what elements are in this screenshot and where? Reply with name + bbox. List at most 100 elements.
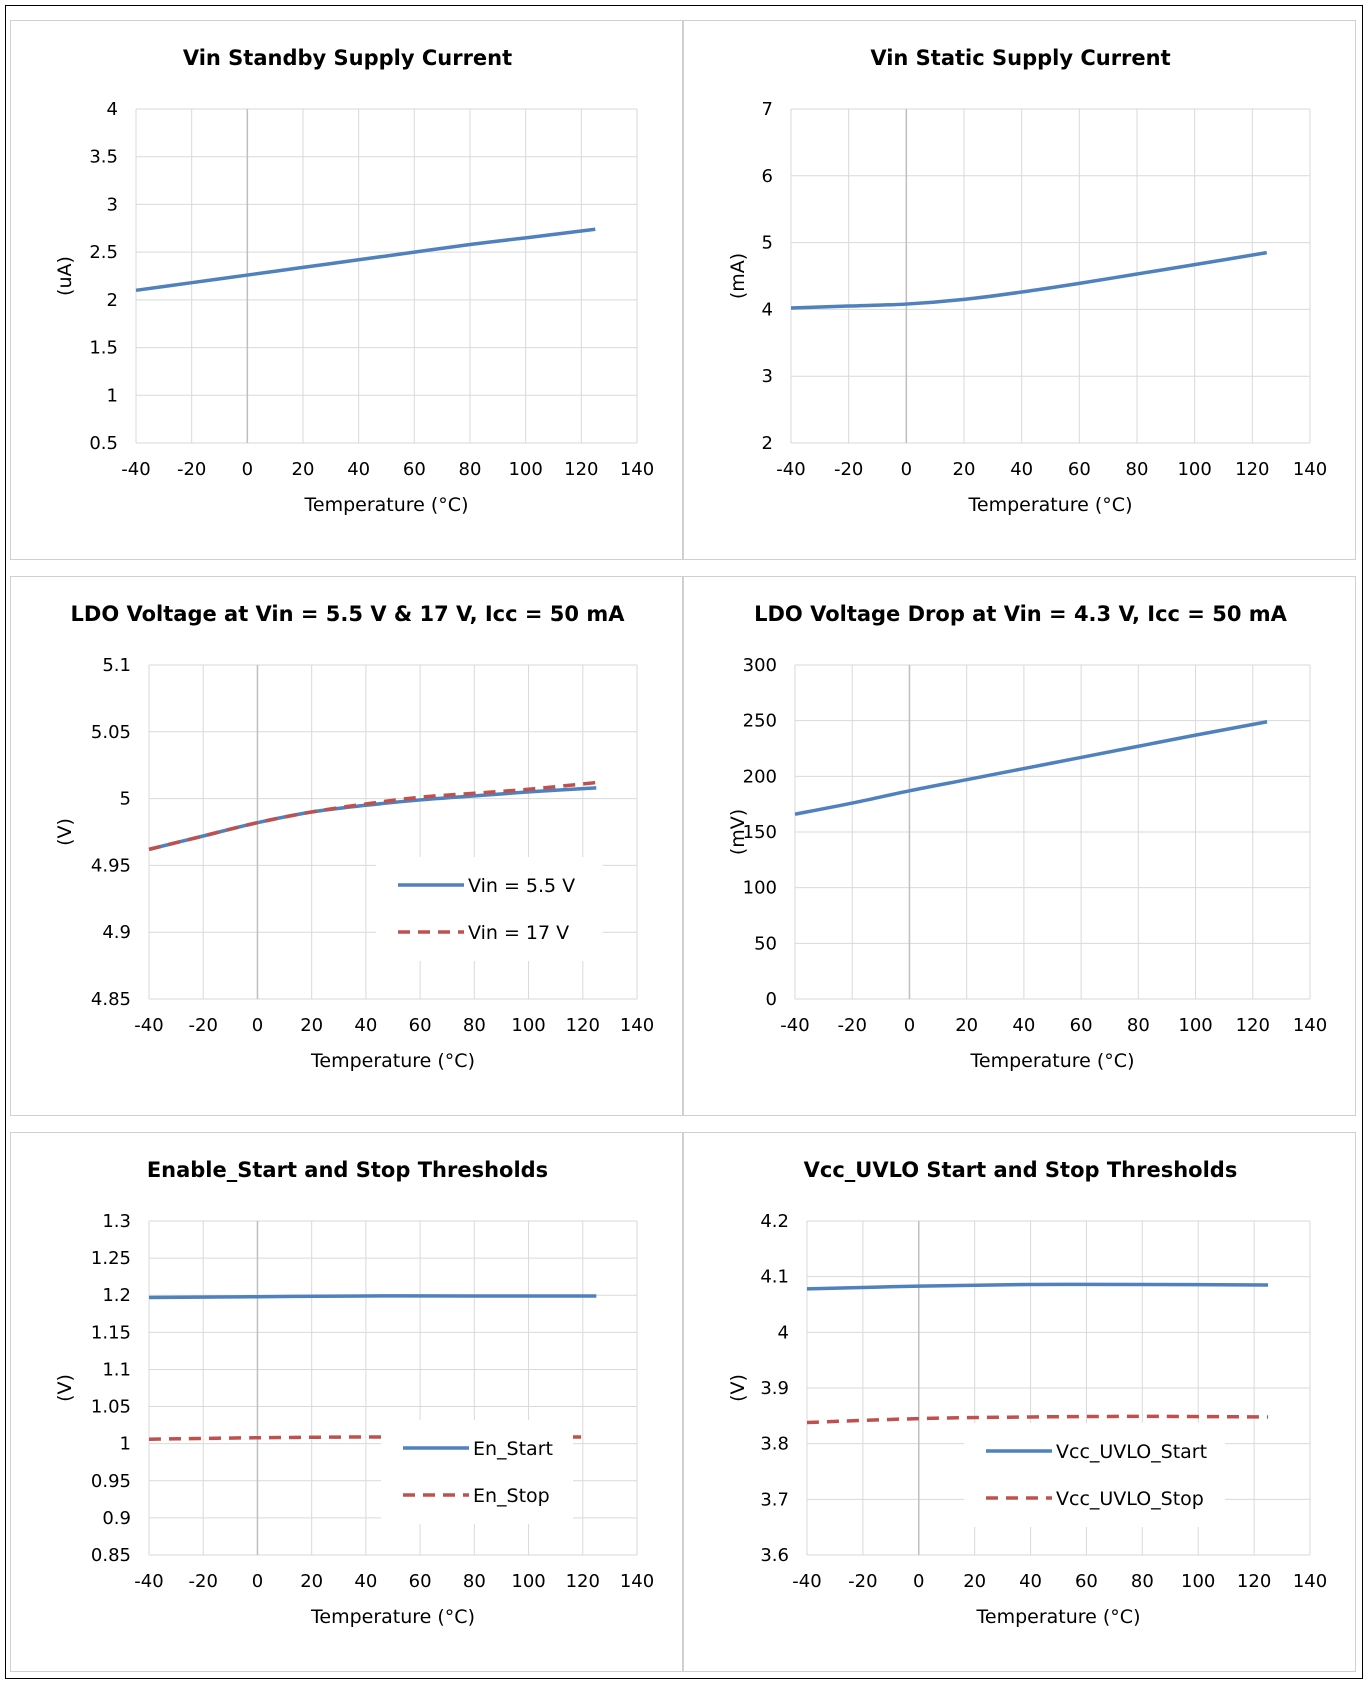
x-tick-label: 100	[1181, 1571, 1215, 1592]
y-tick-label: 3.5	[89, 147, 118, 168]
x-tick-label: 0	[252, 1015, 263, 1036]
y-tick-label: 150	[743, 822, 777, 843]
y-tick-label: 0.95	[91, 1471, 131, 1492]
x-tick-label: 60	[403, 459, 426, 480]
legend-label: Vin = 5.5 V	[468, 875, 575, 897]
x-axis-label: Temperature (°C)	[970, 1050, 1135, 1072]
x-tick-label: 100	[511, 1571, 545, 1592]
x-tick-label: -40	[780, 1015, 809, 1036]
x-tick-label: -40	[792, 1571, 821, 1592]
x-tick-label: 40	[354, 1015, 377, 1036]
x-tick-label: 20	[955, 1015, 978, 1036]
chart-panel-ldo-voltage-drop: LDO Voltage Drop at Vin = 4.3 V, Icc = 5…	[683, 576, 1356, 1116]
x-tick-label: 80	[459, 459, 482, 480]
x-tick-label: 120	[566, 1015, 600, 1036]
chart-svg: Vcc_UVLO Start and Stop Thresholds -40 -20…	[727, 1158, 1327, 1628]
figure-frame	[5, 5, 1363, 1679]
chart-title: Vin Standby Supply Current	[183, 46, 512, 70]
x-axis-label: Temperature (°C)	[310, 1050, 475, 1072]
y-tick-label: 3.8	[760, 1434, 789, 1455]
series-line-vin-17-v	[148, 780, 597, 852]
y-tick-label: 50	[754, 933, 777, 954]
y-axis-label: (V)	[54, 818, 76, 846]
y-tick-label: 200	[743, 766, 777, 787]
y-tick-label: 100	[743, 878, 777, 899]
chart-svg: LDO Voltage Drop at Vin = 4.3 V, Icc = 5…	[727, 602, 1327, 1072]
y-tick-label: 2	[762, 433, 773, 454]
x-tick-label: 100	[511, 1015, 545, 1036]
series-line-vcc-uvlo-start	[806, 1282, 1269, 1291]
x-tick-label: 0	[901, 459, 912, 480]
x-tick-label: 120	[564, 459, 598, 480]
y-tick-label: 0.5	[89, 433, 118, 454]
x-tick-label: 40	[1019, 1571, 1042, 1592]
y-tick-label: 3	[762, 366, 773, 387]
y-axis-label: (uA)	[54, 256, 76, 296]
x-tick-label: -40	[776, 459, 805, 480]
y-tick-label: 4.1	[760, 1267, 789, 1288]
y-tick-label: 0.85	[91, 1545, 131, 1566]
legend-label: En_Stop	[473, 1485, 550, 1507]
y-tick-label: 1.1	[102, 1359, 131, 1380]
series-line-en-start	[148, 1294, 597, 1300]
y-tick-label: 7	[762, 99, 773, 120]
y-tick-label: 1.5	[89, 338, 118, 359]
legend-label: Vcc_UVLO_Start	[1056, 1441, 1207, 1463]
chart-title: Enable_Start and Stop Thresholds	[147, 1158, 548, 1182]
series-line-data	[790, 250, 1268, 310]
y-tick-label: 4	[762, 299, 773, 320]
y-axis-label: (V)	[54, 1374, 76, 1402]
x-tick-label: 60	[1070, 1015, 1093, 1036]
x-tick-label: 100	[1177, 459, 1211, 480]
legend-box	[376, 857, 603, 961]
series-line-data	[135, 227, 596, 293]
x-tick-label: 120	[1237, 1571, 1271, 1592]
x-tick-label: 20	[300, 1015, 323, 1036]
x-tick-label: 20	[953, 459, 976, 480]
x-tick-label: 120	[1236, 1015, 1270, 1036]
y-tick-label: 5.1	[102, 655, 131, 676]
x-tick-label: -40	[134, 1571, 163, 1592]
x-tick-label: 60	[1075, 1571, 1098, 1592]
x-tick-label: 20	[300, 1571, 323, 1592]
x-tick-label: 80	[463, 1015, 486, 1036]
y-tick-label: 1.25	[91, 1248, 131, 1269]
y-axis-label: (mA)	[727, 253, 749, 299]
chart-title: LDO Voltage at Vin = 5.5 V & 17 V, Icc =…	[71, 602, 626, 626]
x-tick-label: 80	[1131, 1571, 1154, 1592]
y-tick-label: 4.2	[760, 1211, 789, 1232]
chart-title: Vcc_UVLO Start and Stop Thresholds	[804, 1158, 1238, 1182]
x-axis-label: Temperature (°C)	[968, 494, 1133, 516]
y-tick-label: 3.7	[760, 1489, 789, 1510]
x-tick-label: 20	[292, 459, 315, 480]
x-tick-label: -20	[189, 1015, 218, 1036]
x-tick-label: 60	[409, 1571, 432, 1592]
legend-label: En_Start	[473, 1438, 553, 1460]
y-tick-label: 5.05	[91, 722, 131, 743]
x-tick-label: -40	[134, 1015, 163, 1036]
x-tick-label: 0	[913, 1571, 924, 1592]
y-tick-label: 4	[107, 99, 118, 120]
x-axis-label: Temperature (°C)	[976, 1606, 1141, 1628]
y-tick-label: 1	[107, 385, 118, 406]
x-tick-label: 140	[1293, 1571, 1327, 1592]
x-tick-label: 80	[1126, 459, 1149, 480]
x-tick-label: 40	[354, 1571, 377, 1592]
x-tick-label: 120	[1235, 459, 1269, 480]
y-tick-label: 4	[778, 1322, 789, 1343]
series-line-data	[794, 720, 1268, 816]
y-tick-label: 2.5	[89, 242, 118, 263]
x-tick-label: 60	[409, 1015, 432, 1036]
chart-svg: Enable_Start and Stop Thresholds -40 -20 0 2…	[54, 1158, 654, 1628]
y-tick-label: 1	[120, 1434, 131, 1455]
x-tick-label: 100	[1178, 1015, 1212, 1036]
y-tick-label: 3.9	[760, 1378, 789, 1399]
chart-title: Vin Static Supply Current	[870, 46, 1170, 70]
y-tick-label: 4.9	[102, 922, 131, 943]
x-tick-label: 20	[963, 1571, 986, 1592]
y-tick-label: 1.15	[91, 1322, 131, 1343]
legend-label: Vin = 17 V	[468, 922, 569, 944]
legend-box	[964, 1423, 1225, 1527]
y-tick-label: 0	[766, 989, 777, 1010]
